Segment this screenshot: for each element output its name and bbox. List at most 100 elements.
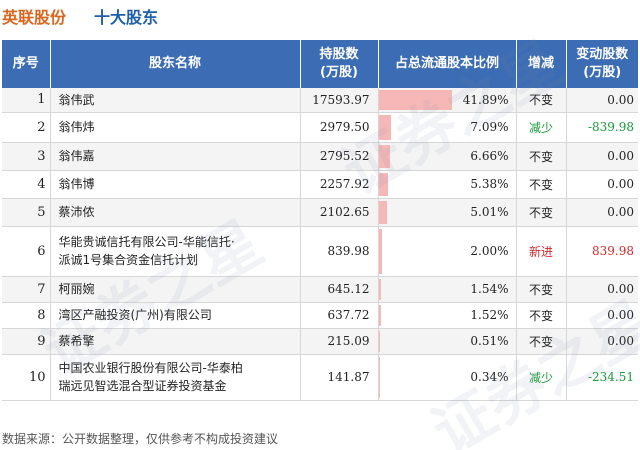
shareholder-name-line1: 翁伟博 xyxy=(58,177,95,191)
header-name: 股东名称 xyxy=(50,40,301,88)
header-change-amount-line2: (万股) xyxy=(583,65,622,80)
cell-shareholder-name: 蔡沛侬 xyxy=(50,198,301,227)
header-change-amount-line1: 变动股数 xyxy=(576,47,629,62)
cell-index: 8 xyxy=(2,302,51,329)
ratio-text: 5.01% xyxy=(470,205,509,219)
cell-change-amount: 0.00 xyxy=(566,276,638,303)
cell-ratio: 1.54% xyxy=(378,276,517,303)
cell-shares: 645.12 xyxy=(300,276,379,303)
shareholder-name-line1: 中国农业银行股份有限公司-华泰柏 xyxy=(58,361,243,375)
table-row: 5 蔡沛侬 2102.65 5.01% 不变 0.00 xyxy=(2,198,638,227)
company-title: 英联股份 xyxy=(2,8,67,27)
cell-change-status: 不变 xyxy=(516,302,567,329)
cell-shareholder-name: 蔡希擎 xyxy=(50,328,301,355)
cell-ratio: 0.34% xyxy=(378,354,517,401)
cell-shares: 17593.97 xyxy=(300,88,379,113)
cell-ratio: 41.89% xyxy=(378,88,517,113)
ratio-bar xyxy=(378,304,382,326)
cell-shareholder-name: 华能贵诚信托有限公司-华能信托· 派诚1号集合资金信托计划 xyxy=(50,226,301,277)
ratio-bar xyxy=(378,90,452,110)
table-row: 10 中国农业银行股份有限公司-华泰柏 瑞远见智选混合型证券投资基金 141.87 0.… xyxy=(2,354,638,401)
cell-change-status: 不变 xyxy=(516,328,567,355)
ratio-text: 2.00% xyxy=(470,244,509,258)
header-shares-line2: (万股) xyxy=(320,65,358,80)
cell-index: 6 xyxy=(2,226,51,277)
header-change: 增减 xyxy=(516,40,567,88)
ratio-text: 1.52% xyxy=(470,308,509,322)
shareholder-name-line1: 翁伟炜 xyxy=(58,120,95,134)
cell-shares: 215.09 xyxy=(300,328,379,355)
cell-change-amount: 0.00 xyxy=(566,88,638,113)
cell-shares: 2102.65 xyxy=(300,198,379,227)
table-row: 3 翁伟嘉 2795.52 6.66% 不变 0.00 xyxy=(2,142,638,171)
data-source-note: 数据来源：公开数据整理，仅供参考不构成投资建议 xyxy=(2,432,279,446)
page-subtitle: 十大股东 xyxy=(94,8,159,27)
shareholder-name-line2: 瑞远见智选混合型证券投资基金 xyxy=(58,379,227,393)
cell-change-amount: 0.00 xyxy=(566,302,638,329)
shareholder-name-line1: 湾区产融投资(广州)有限公司 xyxy=(58,308,212,322)
shareholder-name-line1: 蔡沛侬 xyxy=(58,205,95,219)
cell-shareholder-name: 柯丽婉 xyxy=(50,276,301,303)
ratio-text: 7.09% xyxy=(470,120,509,134)
cell-change-status: 不变 xyxy=(516,142,567,171)
cell-change-amount: -234.51 xyxy=(566,354,638,401)
cell-index: 5 xyxy=(2,198,51,227)
cell-index: 7 xyxy=(2,276,51,303)
cell-change-status: 不变 xyxy=(516,88,567,113)
cell-shares: 637.72 xyxy=(300,302,379,329)
header-shares-line1: 持股数 xyxy=(319,47,359,62)
ratio-bar xyxy=(378,114,391,140)
cell-index: 1 xyxy=(2,88,51,113)
cell-index: 4 xyxy=(2,170,51,199)
cell-ratio: 5.01% xyxy=(378,198,517,227)
table-row: 8 湾区产融投资(广州)有限公司 637.72 1.52% 不变 0.00 xyxy=(2,302,638,329)
shareholder-name-line1: 翁伟武 xyxy=(58,92,95,107)
cell-change-amount: 0.00 xyxy=(566,328,638,355)
cell-ratio: 0.51% xyxy=(378,328,517,355)
cell-change-amount: 0.00 xyxy=(566,170,638,199)
ratio-text: 5.38% xyxy=(470,177,509,191)
shareholder-name-line2: 派诚1号集合资金信托计划 xyxy=(58,253,199,267)
cell-shareholder-name: 翁伟炜 xyxy=(50,112,301,143)
cell-shares: 141.87 xyxy=(300,354,379,401)
ratio-bar xyxy=(378,172,388,196)
cell-ratio: 5.38% xyxy=(378,170,517,199)
shareholder-name-line1: 柯丽婉 xyxy=(58,282,95,296)
cell-shares: 839.98 xyxy=(300,226,379,277)
ratio-bar xyxy=(378,278,382,300)
ratio-bar xyxy=(378,144,391,168)
ratio-bar xyxy=(378,330,380,352)
header-change-amount: 变动股数 (万股) xyxy=(566,40,638,88)
header-shares: 持股数 (万股) xyxy=(300,40,379,88)
cell-change-status: 不变 xyxy=(516,198,567,227)
cell-shareholder-name: 翁伟嘉 xyxy=(50,142,301,171)
cell-shareholder-name: 翁伟武 xyxy=(50,88,301,113)
cell-change-status: 不变 xyxy=(516,276,567,303)
cell-change-amount: 0.00 xyxy=(566,198,638,227)
shareholder-table: 序号 股东名称 持股数 (万股) 占总流通股本比例 增减 变动股数 (万股) 1… xyxy=(2,40,638,401)
cell-shares: 2979.50 xyxy=(300,112,379,143)
cell-index: 2 xyxy=(2,112,51,143)
table-header-row: 序号 股东名称 持股数 (万股) 占总流通股本比例 增减 变动股数 (万股) xyxy=(2,40,638,88)
shareholder-name-line1: 翁伟嘉 xyxy=(58,149,95,163)
cell-index: 10 xyxy=(2,354,51,401)
cell-change-status: 不变 xyxy=(516,170,567,199)
cell-shareholder-name: 翁伟博 xyxy=(50,170,301,199)
table-row: 9 蔡希擎 215.09 0.51% 不变 0.00 xyxy=(2,328,638,355)
ratio-bar xyxy=(378,200,388,224)
header-ratio: 占总流通股本比例 xyxy=(378,40,517,88)
ratio-text: 6.66% xyxy=(470,149,509,163)
cell-index: 9 xyxy=(2,328,51,355)
cell-ratio: 2.00% xyxy=(378,226,517,277)
shareholder-name-line1: 蔡希擎 xyxy=(58,334,95,348)
ratio-bar xyxy=(378,356,380,398)
title-bar: 英联股份 十大股东 xyxy=(0,0,640,38)
ratio-text: 1.54% xyxy=(470,282,509,296)
cell-change-amount: 839.98 xyxy=(566,226,638,277)
cell-shareholder-name: 中国农业银行股份有限公司-华泰柏 瑞远见智选混合型证券投资基金 xyxy=(50,354,301,401)
table-row: 4 翁伟博 2257.92 5.38% 不变 0.00 xyxy=(2,170,638,199)
ratio-text: 0.51% xyxy=(470,334,509,348)
cell-ratio: 6.66% xyxy=(378,142,517,171)
cell-index: 3 xyxy=(2,142,51,171)
cell-change-status: 减少 xyxy=(516,112,567,143)
